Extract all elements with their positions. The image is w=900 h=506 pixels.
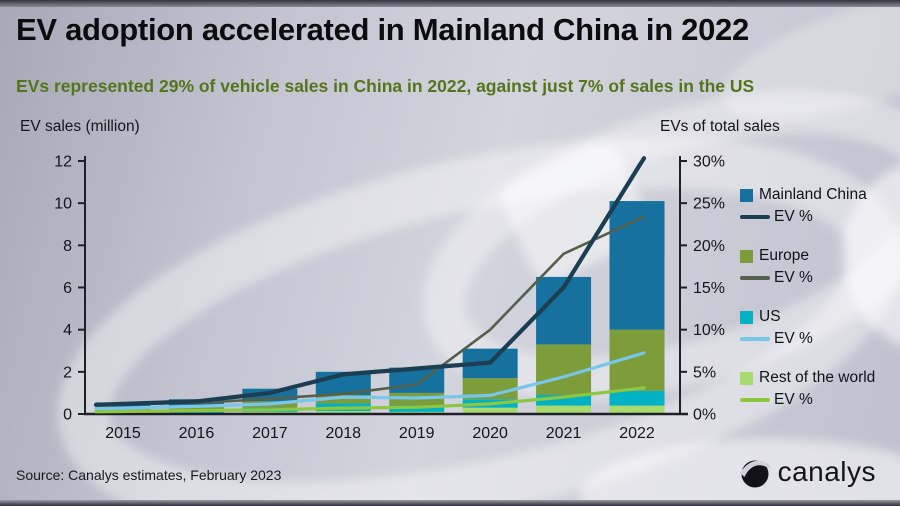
left-axis-title: EV sales (million) xyxy=(20,118,140,135)
europe-line-swatch xyxy=(740,276,770,280)
canalys-logo: canalys xyxy=(739,456,876,488)
legend-line-label: EV % xyxy=(774,269,813,286)
page-subtitle: EVs represented 29% of vehicle sales in … xyxy=(16,76,755,96)
canalys-logo-text: canalys xyxy=(777,456,876,487)
legend-item-mainland-china: Mainland China EV % xyxy=(740,184,898,228)
page-title: EV adoption accelerated in Mainland Chin… xyxy=(16,12,749,47)
europe-swatch xyxy=(740,249,753,263)
us-line-swatch xyxy=(740,337,770,341)
top-edge-strip xyxy=(0,0,900,7)
legend-item-rest-of-world: Rest of the world EV % xyxy=(740,367,898,411)
canalys-logo-icon xyxy=(739,460,770,488)
legend-label: Europe xyxy=(759,247,809,264)
mainland-china-swatch xyxy=(740,188,753,202)
bottom-edge-strip xyxy=(0,500,900,506)
right-axis-title: EVs of total sales xyxy=(660,118,780,135)
legend-item-europe: Europe EV % xyxy=(740,245,898,289)
legend-label: Rest of the world xyxy=(759,369,876,386)
legend-line-label: EV % xyxy=(774,391,813,408)
mainland-china-line-swatch xyxy=(740,215,770,219)
source-note: Source: Canalys estimates, February 2023 xyxy=(16,467,282,483)
rest-of-world-line-swatch xyxy=(740,398,770,402)
legend-line-label: EV % xyxy=(774,208,813,225)
us-swatch xyxy=(740,310,753,324)
legend-item-us: US EV % xyxy=(740,306,898,350)
legend-label: US xyxy=(759,308,781,325)
rest-of-world-swatch xyxy=(740,371,753,385)
chart-legend: Mainland China EV % Europe EV % US xyxy=(740,184,898,428)
legend-line-label: EV % xyxy=(774,330,813,347)
legend-label: Mainland China xyxy=(759,186,867,203)
